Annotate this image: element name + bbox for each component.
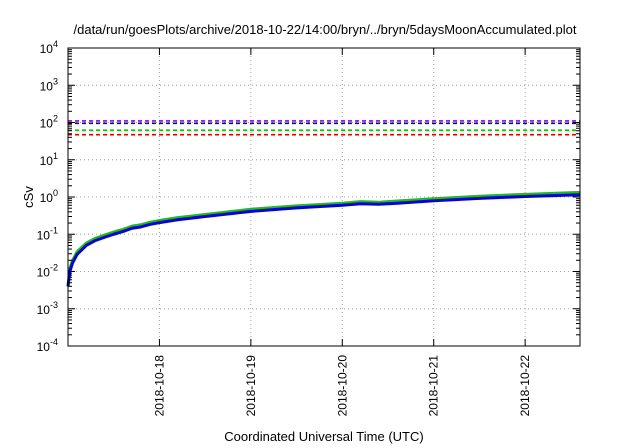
y-tick-label: 103	[40, 76, 58, 93]
series-line	[66, 190, 581, 287]
y-tick-base: 10	[37, 228, 51, 242]
y-tick-base: 10	[37, 303, 51, 317]
x-tick-label: 2018-10-22	[518, 355, 532, 417]
y-tick-exponent: -3	[50, 300, 58, 310]
y-tick-label: 101	[40, 151, 58, 168]
y-tick-exponent: 0	[53, 188, 58, 198]
y-tick-base: 10	[40, 191, 54, 205]
y-tick-base: 10	[40, 42, 54, 56]
series-line	[66, 193, 581, 287]
y-tick-label: 102	[40, 114, 58, 131]
y-tick-exponent: -2	[50, 263, 58, 273]
y-tick-exponent: 4	[53, 39, 58, 49]
y-tick-base: 10	[40, 154, 54, 168]
threshold-lines	[68, 120, 580, 136]
y-tick-label: 10-3	[37, 300, 58, 317]
x-tick-label: 2018-10-21	[427, 355, 441, 417]
y-tick-label: 10-1	[37, 225, 58, 242]
series-lines	[66, 190, 581, 287]
x-tick-label: 2018-10-18	[152, 355, 166, 417]
y-tick-label: 10-4	[37, 337, 58, 354]
y-tick-exponent: -1	[50, 225, 58, 235]
chart-title: /data/run/goesPlots/archive/2018-10-22/1…	[74, 22, 577, 37]
y-tick-base: 10	[40, 117, 54, 131]
x-tick-label: 2018-10-20	[335, 355, 349, 417]
y-tick-exponent: -4	[50, 337, 58, 347]
y-tick-base: 10	[40, 79, 54, 93]
y-tick-exponent: 3	[53, 76, 58, 86]
y-tick-base: 10	[37, 266, 51, 280]
x-tick-label: 2018-10-19	[244, 355, 258, 417]
x-axis-label: Coordinated Universal Time (UTC)	[224, 429, 423, 444]
y-tick-exponent: 2	[53, 114, 58, 124]
y-tick-label: 100	[40, 188, 58, 205]
axis-ticks	[68, 47, 580, 347]
y-tick-label: 104	[40, 39, 58, 56]
x-tick-labels: 2018-10-18 2018-10-19 2018-10-20 2018-10-21…	[152, 355, 532, 417]
y-axis-label: cSv	[21, 186, 36, 208]
y-tick-label: 10-2	[37, 263, 58, 280]
y-tick-exponent: 1	[53, 151, 58, 161]
y-tick-base: 10	[37, 340, 51, 354]
